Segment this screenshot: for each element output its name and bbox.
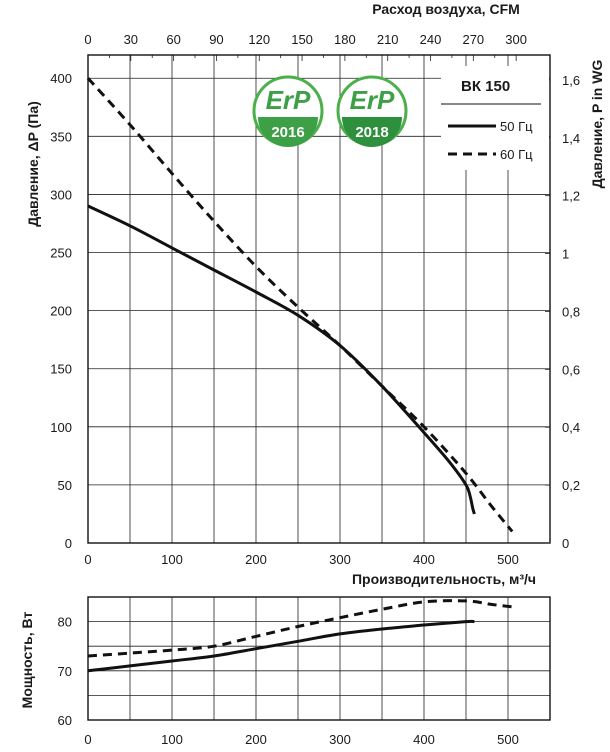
top-tick-label: 30 — [124, 32, 138, 47]
erp-badge-2016: ErP 2016 — [252, 75, 324, 147]
top-tick-label: 300 — [505, 32, 527, 47]
top-tick-label: 150 — [291, 32, 313, 47]
left-tick-label: 400 — [50, 71, 72, 86]
right-tick-label: 1,6 — [562, 73, 580, 88]
top-tick-label: 210 — [377, 32, 399, 47]
pressure-series-60hz — [86, 77, 514, 533]
top-tick-label: 240 — [420, 32, 442, 47]
model-label: ВК 150 — [461, 78, 510, 95]
badge-year: 2018 — [355, 124, 388, 141]
top-tick-label: 60 — [166, 32, 180, 47]
legend: ВК 150 50 Гц 60 Гц — [441, 66, 549, 170]
left-axis-title: Давление, ΔP (Па) — [25, 101, 41, 227]
right-tick-label: 1,2 — [562, 189, 580, 204]
power-bottom-tick-label: 200 — [245, 732, 267, 747]
left-tick-label: 50 — [58, 478, 72, 493]
left-tick-label: 300 — [50, 187, 72, 202]
bottom-tick-label: 300 — [329, 552, 351, 567]
badge-word: ErP — [266, 85, 311, 115]
bottom-axis-ticks: 0 100 200 300 400 500 — [84, 552, 518, 567]
power-plot-frame — [87, 596, 551, 721]
left-tick-label: 350 — [50, 129, 72, 144]
bottom-tick-label: 0 — [84, 552, 91, 567]
right-axis-title: Давление, P in WG — [589, 60, 605, 189]
curves — [86, 77, 514, 673]
legend-label-50hz: 50 Гц — [500, 119, 533, 134]
power-series-60hz — [87, 599, 513, 658]
top-tick-label: 90 — [209, 32, 223, 47]
bottom-tick-label: 200 — [245, 552, 267, 567]
bottom-tick-label: 500 — [497, 552, 519, 567]
badge-year: 2016 — [271, 124, 304, 141]
power-axis-ticks: 60 70 80 — [58, 615, 72, 728]
top-tick-label: 270 — [462, 32, 484, 47]
right-tick-label: 0,8 — [562, 304, 580, 319]
left-tick-label: 200 — [50, 304, 72, 319]
top-tick-label: 180 — [334, 32, 356, 47]
power-bottom-ticks: 0 100 200 300 400 500 — [84, 732, 518, 747]
power-bottom-tick-label: 300 — [329, 732, 351, 747]
legend-label-60hz: 60 Гц — [500, 147, 533, 162]
right-tick-label: 1,4 — [562, 131, 580, 146]
top-axis-title: Расход воздуха, CFM — [372, 1, 520, 17]
bottom-axis-title: Производительность, м³/ч — [352, 571, 536, 587]
power-tick-label: 70 — [58, 664, 72, 679]
power-tick-label: 80 — [58, 615, 72, 630]
badge-lower-icon — [342, 117, 402, 147]
right-tick-label: 0,4 — [562, 420, 580, 435]
left-tick-label: 0 — [65, 536, 72, 551]
right-tick-label: 0,2 — [562, 478, 580, 493]
pressure-plot-frame — [87, 54, 551, 544]
bottom-tick-label: 100 — [161, 552, 183, 567]
top-axis-ticks: 0 30 60 90 120 150 180 210 240 270 300 — [84, 32, 527, 47]
right-axis-ticks: 0 0,2 0,4 0,6 0,8 1 1,2 1,4 1,6 — [545, 73, 580, 551]
left-tick-label: 100 — [50, 420, 72, 435]
left-tick-label: 150 — [50, 362, 72, 377]
top-tick-label: 0 — [84, 32, 91, 47]
power-bottom-tick-label: 100 — [161, 732, 183, 747]
right-tick-label: 0,6 — [562, 362, 580, 377]
power-series-50hz — [87, 619, 475, 673]
left-tick-label: 250 — [50, 246, 72, 261]
left-axis-ticks: 0 50 100 150 200 250 300 350 400 — [50, 71, 72, 551]
power-tick-label: 60 — [58, 713, 72, 728]
power-bottom-tick-label: 500 — [497, 732, 519, 747]
erp-badge-2018: ErP 2018 — [336, 75, 408, 147]
badge-word: ErP — [350, 85, 395, 115]
power-bottom-tick-label: 0 — [84, 732, 91, 747]
top-tick-label: 120 — [248, 32, 270, 47]
power-grid — [87, 597, 551, 721]
badge-lower-icon — [258, 117, 318, 147]
power-axis-title: Мощность, Вт — [19, 612, 35, 709]
right-tick-label: 0 — [562, 536, 569, 551]
right-tick-label: 1 — [562, 247, 569, 262]
bottom-tick-label: 400 — [413, 552, 435, 567]
power-bottom-tick-label: 400 — [413, 732, 435, 747]
